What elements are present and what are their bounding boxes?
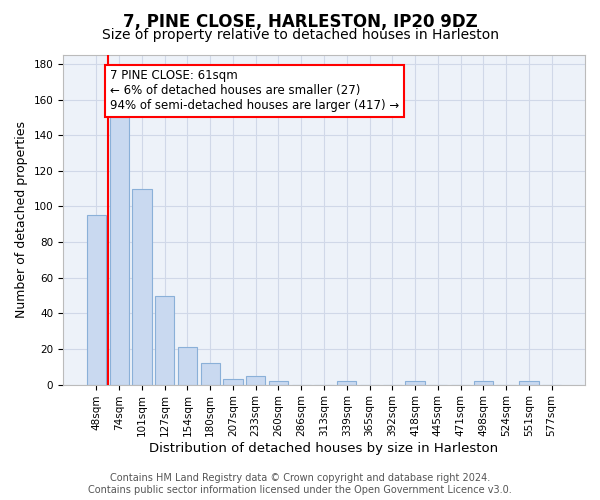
Bar xyxy=(178,347,197,385)
Bar xyxy=(246,376,265,384)
Bar xyxy=(110,118,129,384)
Text: 7 PINE CLOSE: 61sqm
← 6% of detached houses are smaller (27)
94% of semi-detache: 7 PINE CLOSE: 61sqm ← 6% of detached hou… xyxy=(110,70,400,112)
Bar xyxy=(406,381,425,384)
Bar xyxy=(519,381,539,384)
Bar xyxy=(132,188,152,384)
Bar xyxy=(473,381,493,384)
Bar xyxy=(223,380,242,384)
Bar xyxy=(337,381,356,384)
Text: 7, PINE CLOSE, HARLESTON, IP20 9DZ: 7, PINE CLOSE, HARLESTON, IP20 9DZ xyxy=(122,12,478,30)
X-axis label: Distribution of detached houses by size in Harleston: Distribution of detached houses by size … xyxy=(149,442,499,455)
Bar xyxy=(200,363,220,384)
Bar xyxy=(155,296,175,384)
Text: Size of property relative to detached houses in Harleston: Size of property relative to detached ho… xyxy=(101,28,499,42)
Bar xyxy=(269,381,288,384)
Text: Contains HM Land Registry data © Crown copyright and database right 2024.
Contai: Contains HM Land Registry data © Crown c… xyxy=(88,474,512,495)
Bar xyxy=(87,216,106,384)
Y-axis label: Number of detached properties: Number of detached properties xyxy=(15,122,28,318)
